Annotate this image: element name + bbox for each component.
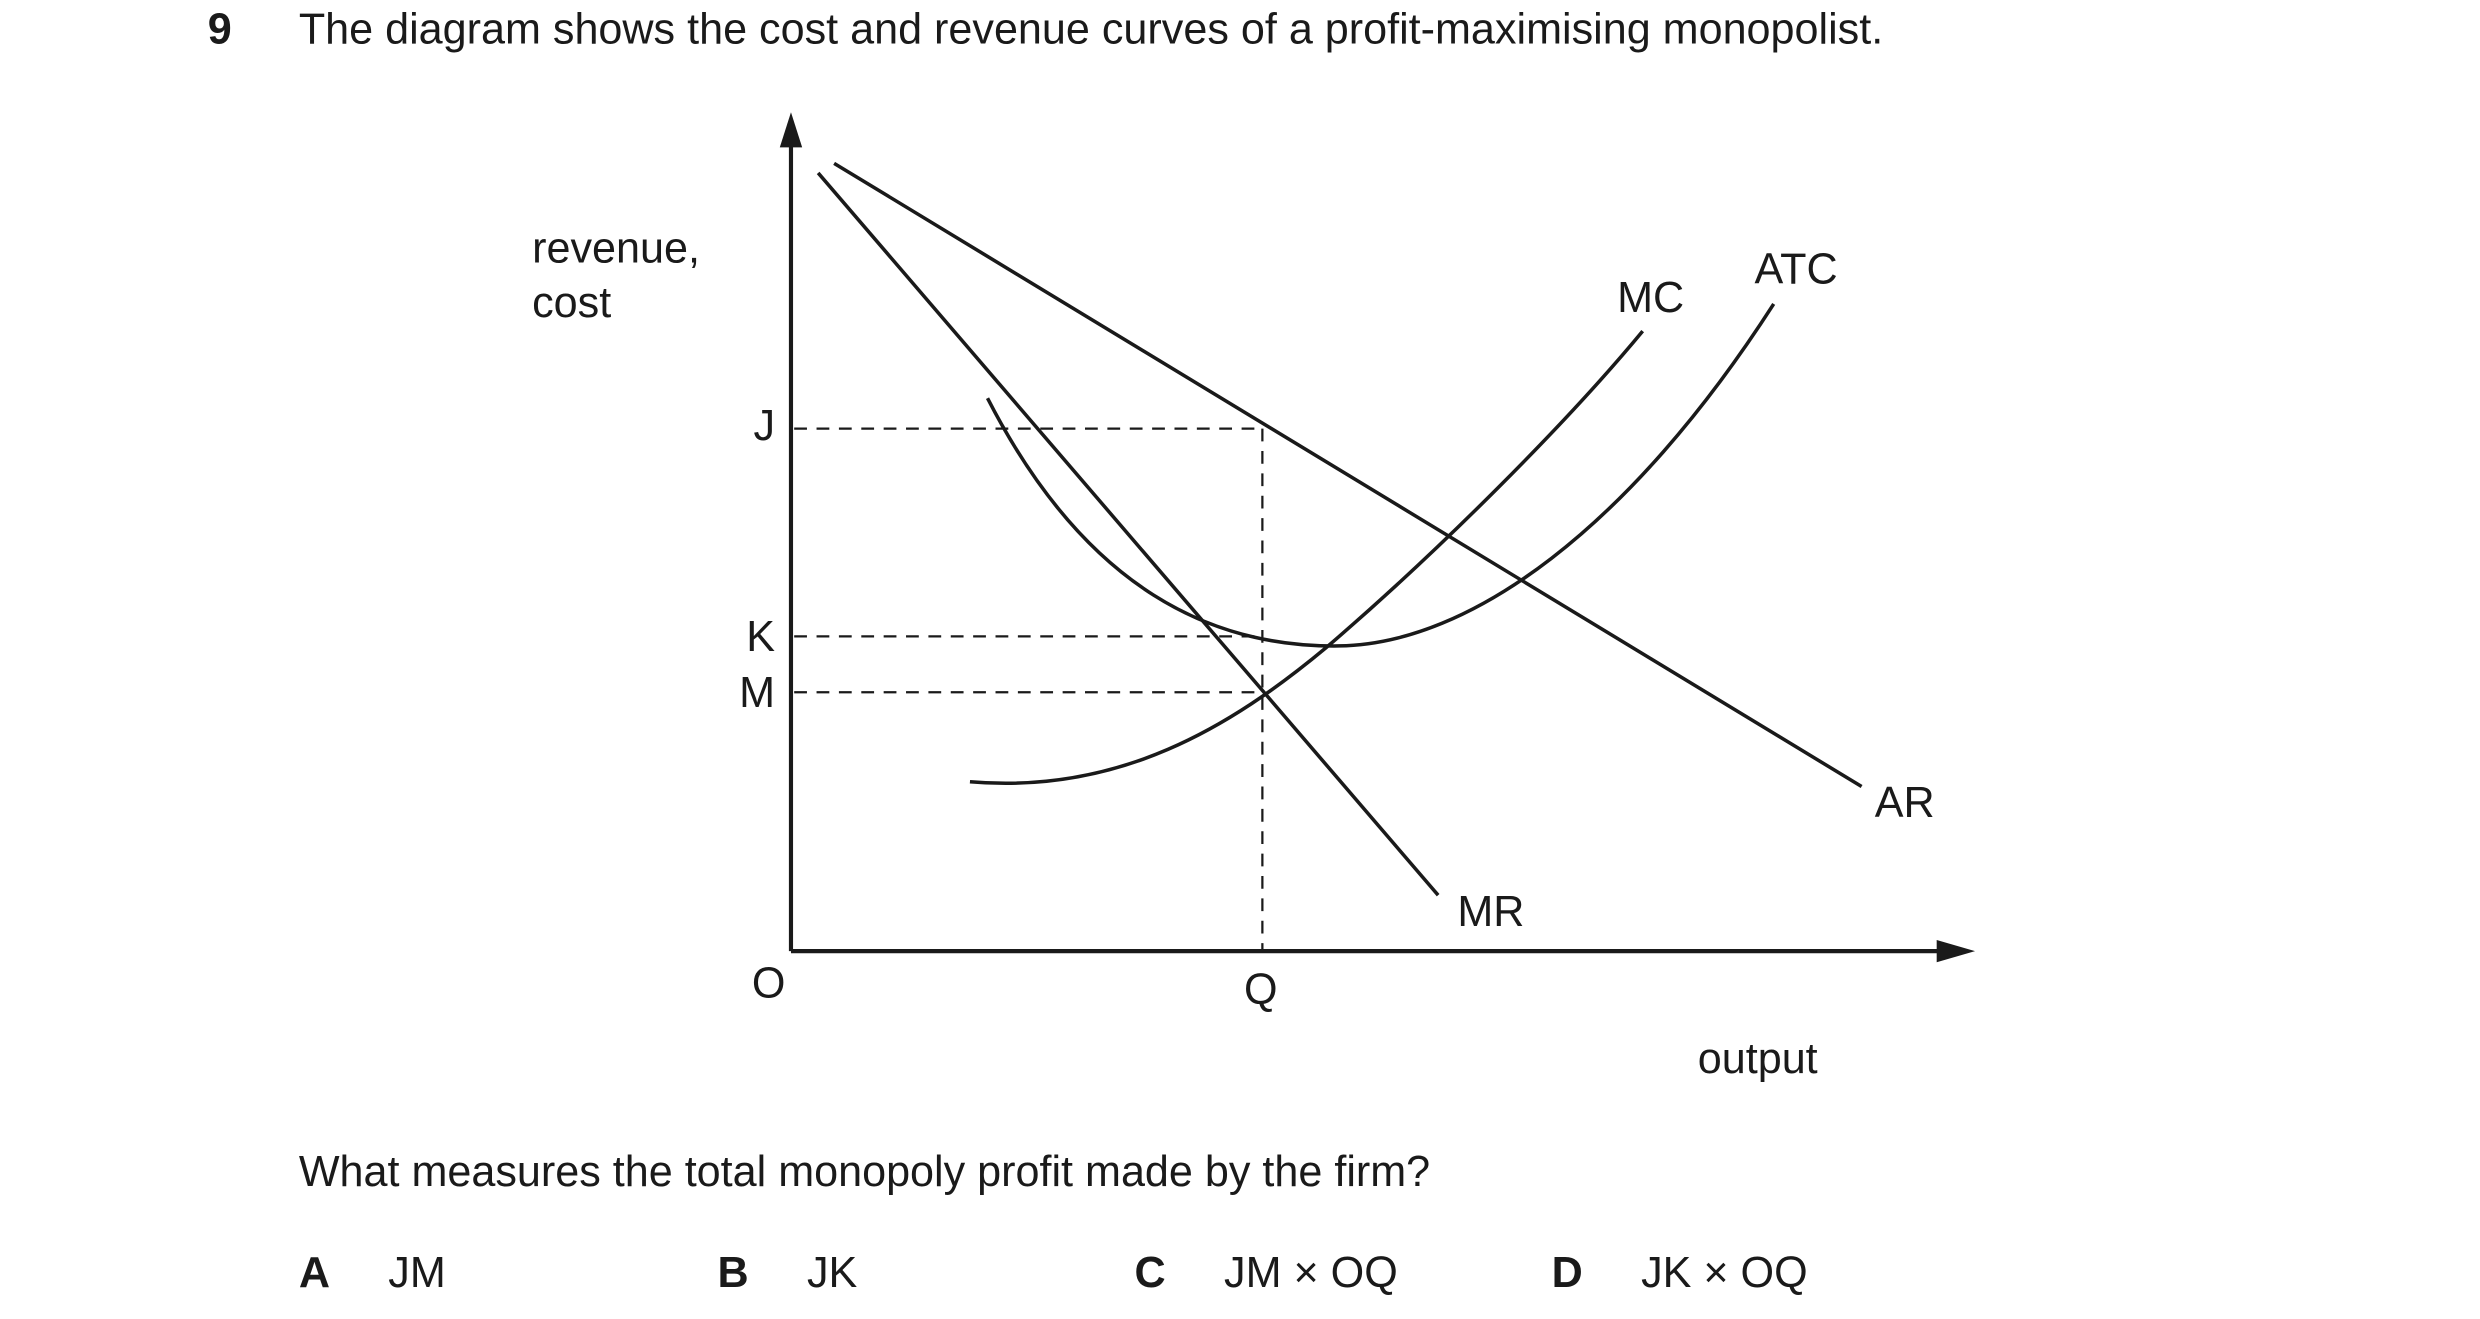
option-text: JK <box>807 1249 858 1297</box>
option-text: JM × OQ <box>1224 1249 1398 1297</box>
question-number: 9 <box>208 6 232 54</box>
curve-label: MC <box>1617 274 1684 322</box>
mc-curve <box>969 330 1645 786</box>
curve-label: MR <box>1457 888 1524 936</box>
question-prompt: What measures the total monopoly profit … <box>299 1148 1430 1196</box>
y-axis-label: revenue, <box>532 225 700 273</box>
quantity-label: Q <box>1244 966 1278 1014</box>
option-text: JK × OQ <box>1641 1249 1808 1297</box>
option-text: JM <box>388 1249 446 1297</box>
question-stem: The diagram shows the cost and revenue c… <box>299 6 1883 54</box>
price-label: K <box>746 613 775 661</box>
diagram: revenue, cost J K M O Q output MC ATC AR… <box>532 112 1976 1083</box>
curve-label: ATC <box>1755 245 1838 293</box>
y-axis-label: cost <box>532 279 611 327</box>
curve-label: AR <box>1875 779 1935 827</box>
price-label: M <box>739 669 775 717</box>
origin-label: O <box>752 960 786 1008</box>
option-letter: C <box>1135 1249 1166 1297</box>
option-letter: B <box>717 1249 748 1297</box>
options: A JM B JK C JM × OQ D JK × OQ <box>299 1249 1808 1297</box>
atc-curve <box>985 303 1776 648</box>
option-letter: A <box>299 1249 330 1297</box>
x-axis-arrow <box>1936 939 1976 963</box>
mr-curve <box>816 171 1440 897</box>
x-axis-label: output <box>1698 1035 1818 1083</box>
y-axis-arrow <box>779 112 803 148</box>
price-label: J <box>753 402 775 450</box>
ar-curve <box>833 161 1863 789</box>
option-letter: D <box>1552 1249 1583 1297</box>
